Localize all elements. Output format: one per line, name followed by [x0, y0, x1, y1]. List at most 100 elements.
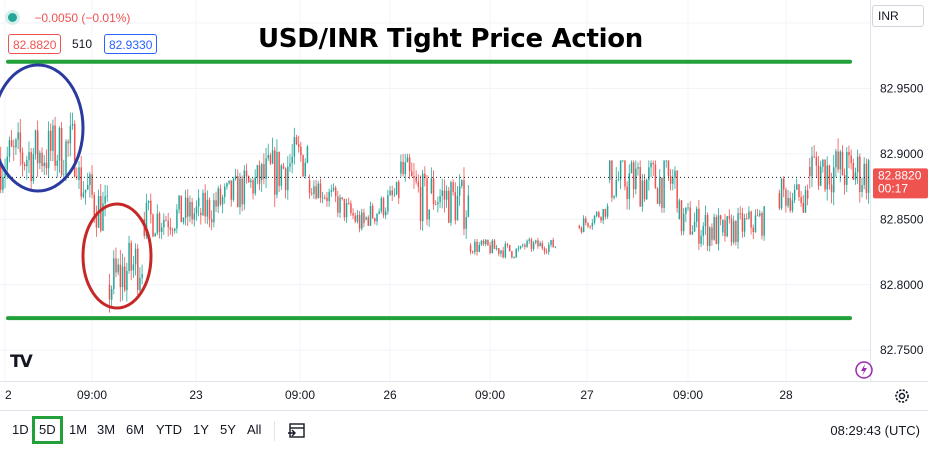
lightning-icon[interactable] [855, 361, 873, 379]
candle-up [102, 203, 104, 231]
candle-up [622, 160, 624, 162]
candle-up [480, 240, 483, 245]
range-1m-button[interactable]: 1M [69, 422, 88, 437]
candle-up [617, 179, 620, 181]
bid-price-pill[interactable]: 82.8820 [8, 34, 62, 54]
candle-up [6, 156, 9, 170]
range-3m-button[interactable]: 3M [97, 422, 116, 437]
candle-down [30, 152, 32, 182]
range-1d-button[interactable]: 1D [12, 422, 29, 437]
candle-down [830, 184, 833, 193]
candle-up [232, 178, 235, 200]
candle-up [32, 154, 35, 182]
candle-up [780, 178, 783, 209]
candle-down [408, 157, 411, 172]
candle-down [498, 248, 500, 254]
candle-down [245, 170, 248, 177]
candle-up [147, 200, 150, 203]
candle-up [595, 212, 598, 216]
candle-up [500, 250, 502, 254]
candle-down [789, 198, 792, 211]
candle-up [696, 208, 698, 222]
candle-down [824, 159, 826, 190]
candle-up [726, 216, 728, 237]
candle-up [113, 258, 115, 290]
candle-up [356, 215, 359, 222]
candle-up [754, 215, 757, 233]
candle-up [804, 190, 807, 213]
candle-up [328, 191, 330, 202]
candle-down [282, 165, 285, 169]
candle-down [656, 188, 659, 204]
candle-up [291, 156, 293, 164]
utc-clock[interactable]: 08:29:43 (UTC) [830, 423, 920, 438]
candle-up [428, 209, 430, 220]
candle-up [182, 217, 185, 223]
candle-up [532, 242, 535, 249]
candle-down [200, 212, 202, 216]
candle-up [430, 178, 433, 194]
time-axis[interactable]: 2 09:00 23 09:00 26 09:00 27 09:00 28 [5, 388, 793, 402]
range-1y-button[interactable]: 1Y [193, 422, 209, 437]
candle-down [237, 175, 239, 208]
candle-up [178, 195, 180, 210]
candle-up [535, 240, 537, 243]
price-chart[interactable]: 83.000082.950082.900082.850082.800082.75… [0, 0, 928, 410]
candle-up [478, 244, 480, 252]
candle-up [635, 168, 637, 190]
candle-up [515, 249, 517, 258]
candle-down [230, 180, 233, 200]
candle-down [802, 202, 805, 213]
x-tick-label: 2 [5, 388, 12, 402]
candle-down [91, 174, 93, 195]
x-tick-label: 28 [779, 388, 793, 402]
candle-down [73, 124, 76, 177]
candle-down [130, 242, 132, 271]
candle-down [730, 218, 733, 243]
last-price-value: 82.8820 [878, 168, 922, 182]
candle-down [817, 165, 820, 186]
candle-down [719, 215, 722, 220]
candle-down [354, 215, 357, 222]
settings-gear-icon[interactable] [895, 389, 909, 403]
candle-down [698, 208, 700, 244]
candle-down [171, 229, 174, 231]
candle-down [41, 152, 43, 167]
currency-selector[interactable]: INR [872, 5, 924, 27]
tradingview-logo[interactable]: TV [10, 352, 33, 372]
date-range-calendar-icon[interactable] [287, 420, 307, 440]
candle-up [513, 257, 515, 258]
candle-down [67, 141, 69, 144]
candle-down [487, 239, 489, 246]
candle-up [52, 125, 54, 151]
candle-up [650, 162, 652, 168]
candle-up [256, 165, 259, 178]
candle-down [352, 213, 354, 216]
candle-up [156, 213, 159, 234]
candle-down [358, 215, 361, 229]
candle-up [659, 177, 661, 204]
candle-down [374, 218, 376, 222]
range-5d-button[interactable]: 5D [32, 416, 63, 444]
ask-price-pill[interactable]: 82.9330 [104, 34, 158, 54]
candle-up [176, 209, 178, 229]
candle-up [474, 241, 476, 253]
candle-up [637, 167, 639, 169]
candle-down [371, 206, 374, 219]
candle-down [676, 170, 678, 209]
candle-up [106, 195, 109, 197]
candle-down [841, 151, 844, 176]
candle-up [717, 215, 720, 244]
range-5y-button[interactable]: 5Y [220, 422, 236, 437]
bottom-toolbar: 1D 5D 1M 3M 6M YTD 1Y 5Y All 08:29:43 (U… [0, 410, 928, 451]
range-ytd-button[interactable]: YTD [156, 422, 182, 437]
range-all-button[interactable]: All [247, 422, 262, 437]
candle-down [411, 171, 413, 177]
candle-down [626, 186, 628, 200]
candle-up [678, 200, 681, 220]
candle-down [60, 128, 63, 175]
candle-up [71, 124, 74, 126]
candle-down [689, 207, 691, 235]
range-6m-button[interactable]: 6M [126, 422, 145, 437]
candle-up [528, 239, 531, 241]
